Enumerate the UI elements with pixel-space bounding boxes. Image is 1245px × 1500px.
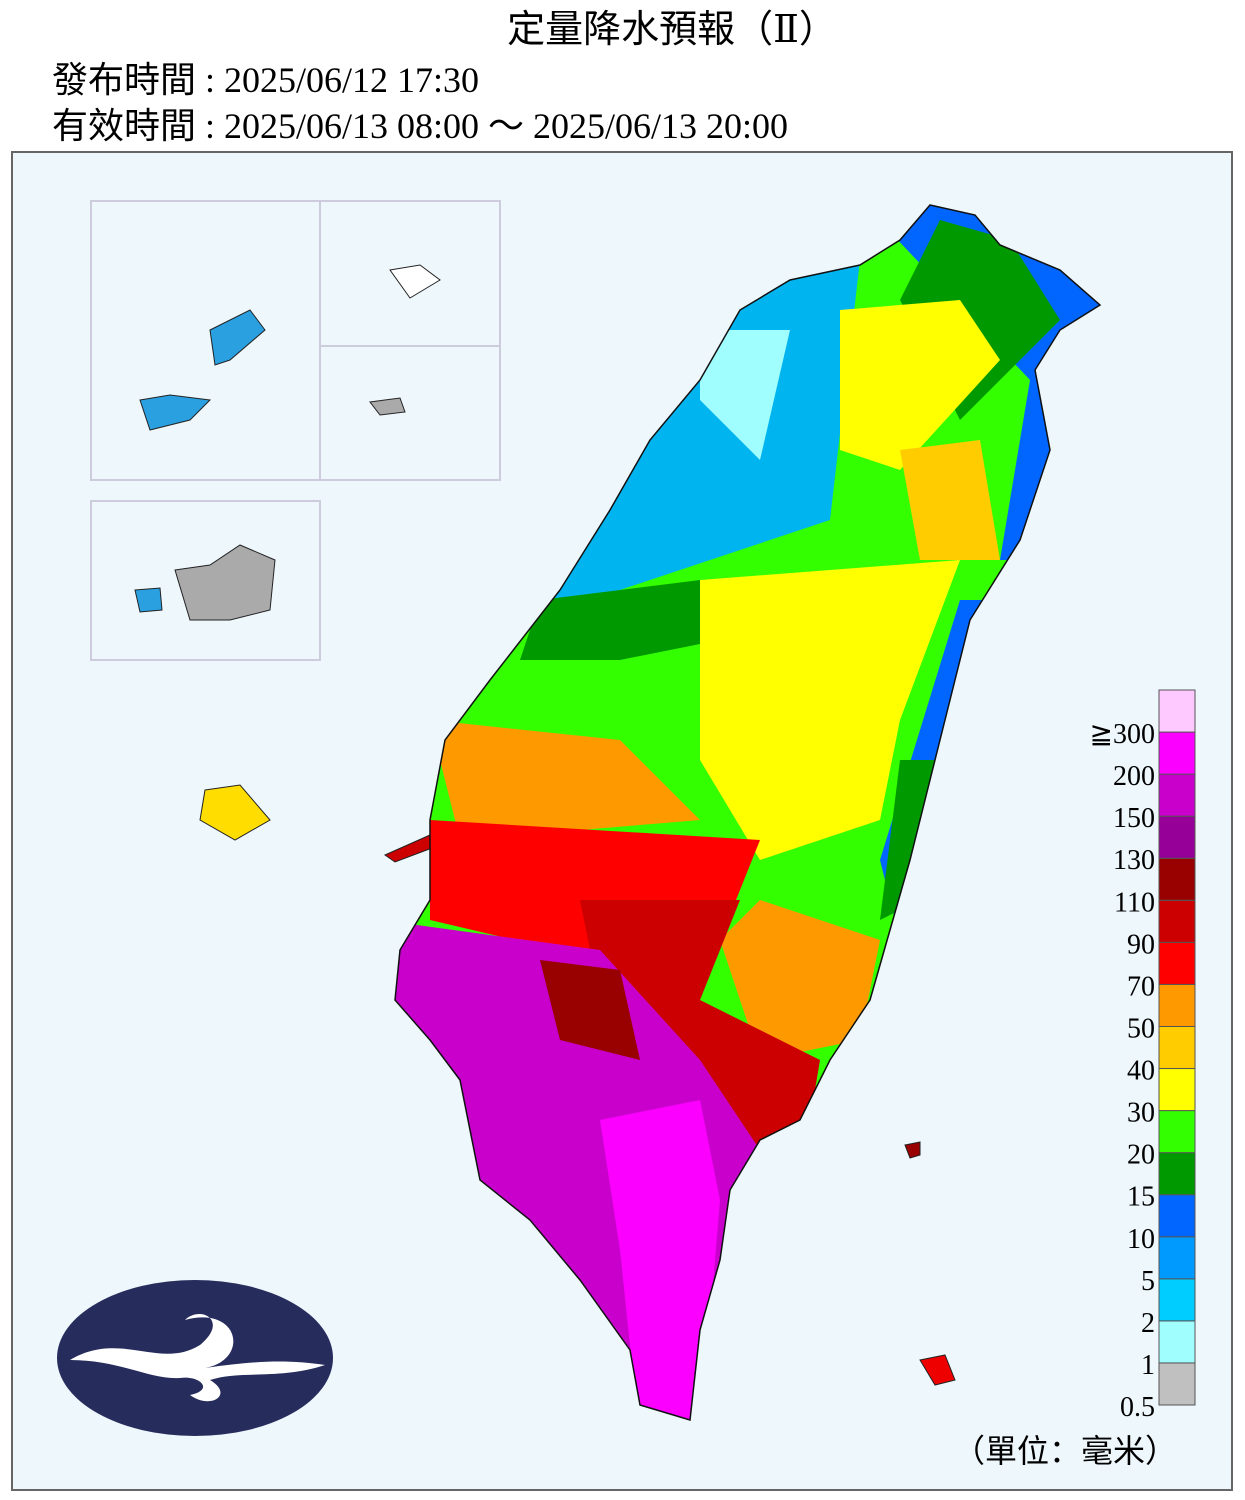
legend-label: 40 — [1127, 1056, 1155, 1087]
legend-label: ≧300 — [1090, 719, 1155, 750]
legend-swatch — [1158, 689, 1196, 733]
legend-label: 30 — [1127, 1098, 1155, 1129]
taiwan-outline — [394, 204, 1102, 1421]
inset-frames — [90, 200, 501, 661]
legend-label: 50 — [1127, 1013, 1155, 1044]
legend-unit: （單位：毫米） — [953, 1433, 1177, 1469]
legend-swatch — [1158, 815, 1196, 859]
legend-label: 70 — [1127, 971, 1155, 1002]
legend-label: 0.5 — [1120, 1392, 1155, 1423]
legend-swatch — [1158, 1236, 1196, 1280]
legend-swatch — [1158, 1068, 1196, 1112]
legend-swatch — [1158, 983, 1196, 1027]
legend-label: 20 — [1127, 1140, 1155, 1171]
legend-swatch — [1158, 731, 1196, 775]
legend-swatch — [1158, 941, 1196, 985]
legend-swatch — [1158, 857, 1196, 901]
legend-swatch — [1158, 1362, 1196, 1406]
legend-swatch — [1158, 1278, 1196, 1322]
title: 定量降水預報（Ⅱ） — [507, 9, 837, 51]
legend-swatch — [1158, 1110, 1196, 1154]
legend-label: 200 — [1113, 761, 1155, 792]
legend-swatch — [1158, 1320, 1196, 1364]
legend-swatch — [1158, 1152, 1196, 1196]
legend-label: 90 — [1127, 929, 1155, 960]
legend-label: 150 — [1113, 803, 1155, 834]
issued-time: 發布時間 : 2025/06/12 17:30 — [52, 60, 479, 100]
legend-label: 15 — [1127, 1182, 1155, 1213]
islands — [134, 264, 956, 1386]
legend-swatch — [1158, 1194, 1196, 1238]
legend-swatch — [1158, 773, 1196, 817]
legend-label: 10 — [1127, 1224, 1155, 1255]
legend-label: 5 — [1141, 1266, 1155, 1297]
legend-label: 2 — [1141, 1308, 1155, 1339]
legend-label: 1 — [1141, 1350, 1155, 1381]
legend-label: 130 — [1113, 845, 1155, 876]
logo — [57, 1280, 333, 1436]
legend-swatch — [1158, 1025, 1196, 1070]
valid-time: 有效時間 : 2025/06/13 08:00 ～ 2025/06/13 20:… — [52, 106, 788, 146]
legend-label: 110 — [1114, 887, 1155, 918]
legend: 0.5 1 2 5 10 15 20 30 40 50 70 90 110 130 150 200 ≧300 — [1090, 689, 1196, 1423]
legend-swatch — [1158, 899, 1196, 943]
